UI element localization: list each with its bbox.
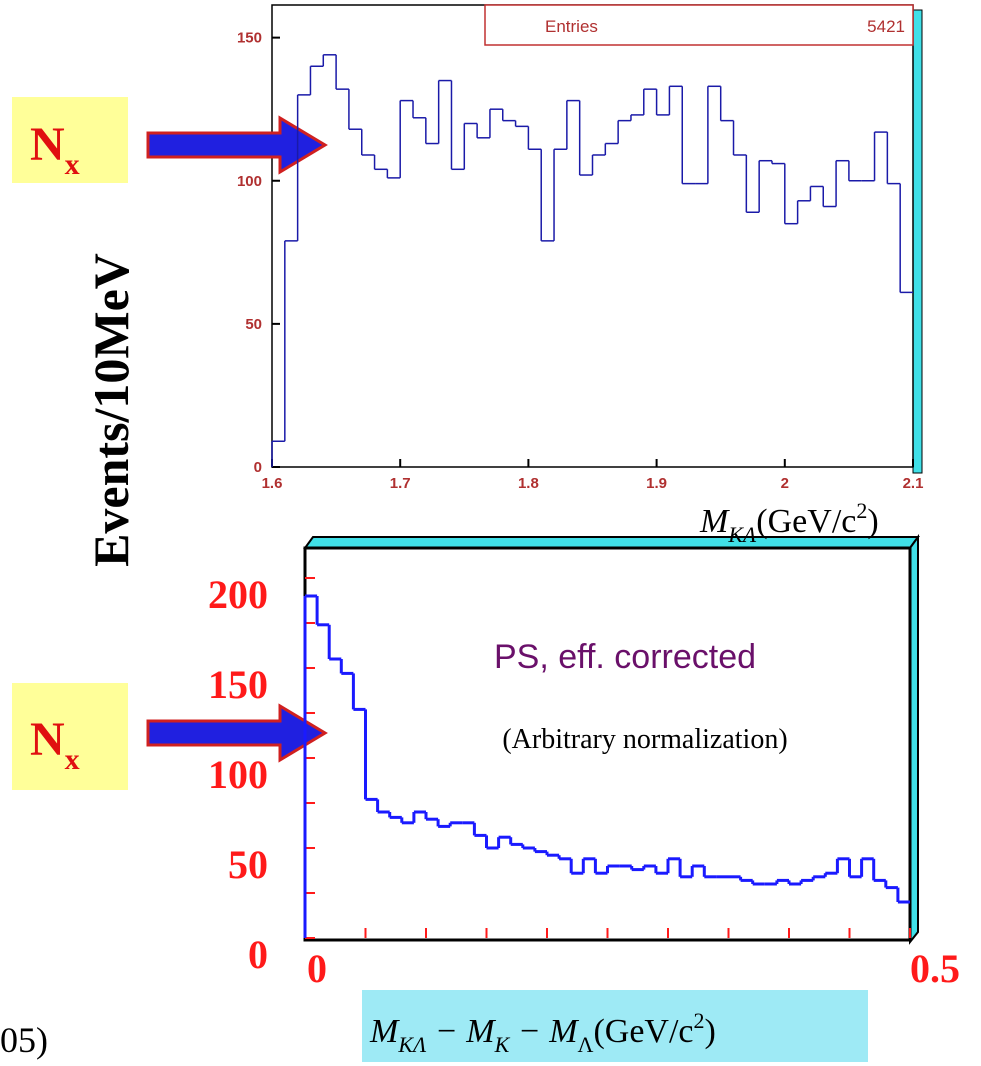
x-tick-label: 1.7: [390, 475, 411, 492]
stats-value: 5421: [867, 17, 905, 36]
footnote: 05): [0, 1020, 48, 1060]
marker-label: Nx: [30, 118, 80, 181]
x-axis-label-part: M: [699, 503, 730, 540]
marker-label: Nx: [30, 713, 80, 776]
marker-sub: x: [65, 148, 80, 181]
marker-sub: x: [65, 743, 80, 776]
x-tick-label: 1.9: [646, 475, 667, 492]
y-tick-label: 50: [245, 316, 262, 333]
x-axis-label-part: KΛ: [727, 522, 757, 547]
y-tick-label: 150: [237, 30, 262, 47]
marker-main: N: [30, 713, 65, 766]
x-tick-label: 1.6: [262, 475, 283, 492]
marker-box: [12, 683, 128, 790]
arrow: [146, 115, 328, 175]
x-tick-label: 2.1: [903, 475, 924, 492]
y-tick-label: 150: [208, 662, 268, 707]
x-axis-label-part: (GeV/c: [756, 503, 856, 540]
x-axis-label-part: ): [867, 503, 878, 540]
x-tick-label: 0: [307, 946, 327, 991]
y-tick-label: 0: [254, 459, 262, 476]
x-axis-label-part: 2: [856, 498, 867, 523]
x-tick-label: 2: [781, 475, 789, 492]
x-axis-label-part: 2: [694, 1008, 705, 1033]
plot-frame: [271, 4, 914, 468]
y-tick-label: 100: [208, 752, 268, 797]
label-box: [362, 990, 868, 1062]
x-axis-label-part: K: [494, 1032, 511, 1057]
stats-box: [484, 4, 914, 46]
marker-box: [12, 97, 128, 183]
annotation: PS, eff. corrected: [494, 638, 756, 676]
y-tick-label: 100: [237, 173, 262, 190]
x-axis-label-part: − M: [426, 1013, 496, 1050]
y-axis-label: Events/10MeV: [83, 253, 139, 567]
x-axis-label: MKΛ(GeV/c2): [699, 498, 879, 547]
arrow: [146, 703, 328, 763]
y-tick-label: 200: [208, 572, 268, 617]
x-axis-label-part: M: [369, 1013, 400, 1050]
marker-main: N: [30, 118, 65, 171]
y-tick-label: 0: [248, 932, 268, 977]
frame-shadow: [912, 9, 923, 474]
x-tick-label: 1.8: [518, 475, 539, 492]
annotation: (Arbitrary normalization): [502, 724, 787, 755]
x-axis-label-part: (GeV/c: [593, 1013, 693, 1050]
x-axis-label-part: ): [705, 1013, 716, 1050]
x-tick-label: 0.5: [910, 946, 960, 991]
x-axis-label-part: − M: [509, 1013, 579, 1050]
stats-label: Entries: [545, 17, 598, 36]
y-tick-label: 50: [228, 842, 268, 887]
x-axis-label: MKΛ − MK − MΛ(GeV/c2): [369, 1008, 716, 1057]
x-axis-label-part: Λ: [578, 1032, 594, 1057]
x-axis-label-part: KΛ: [397, 1032, 427, 1057]
